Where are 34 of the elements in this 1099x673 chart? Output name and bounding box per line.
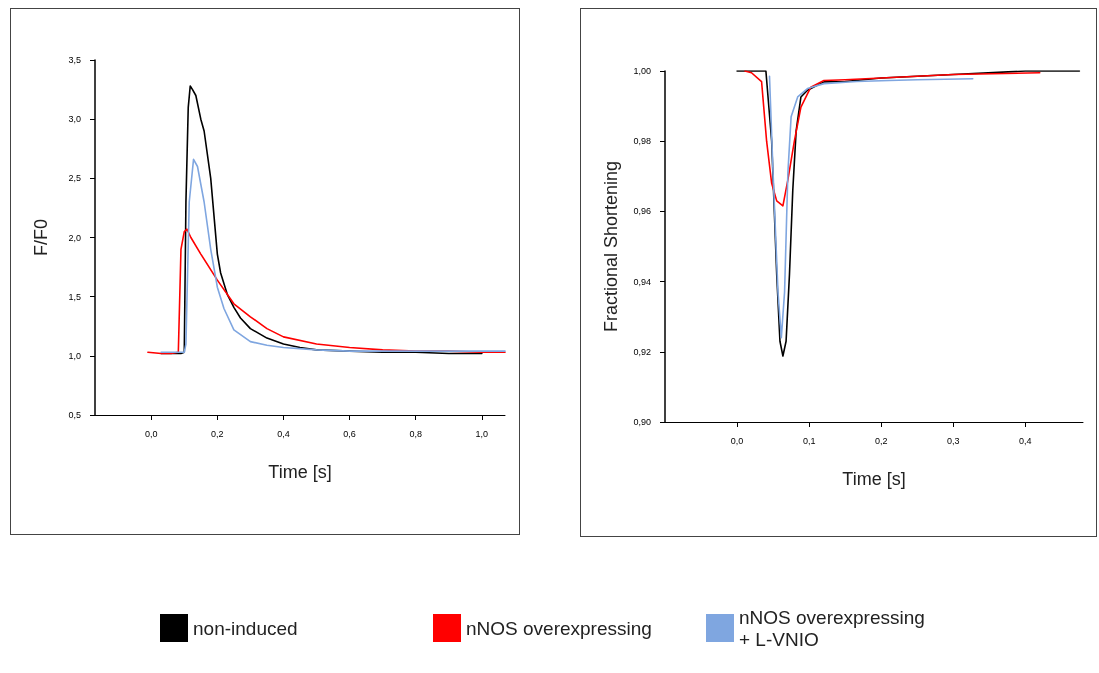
x-tick-label: 0,4	[1019, 435, 1032, 446]
y-tick-label: 3,5	[68, 55, 81, 65]
line-series	[768, 75, 974, 339]
x-axis-title: Time [s]	[842, 469, 906, 489]
legend-label: non-induced	[193, 617, 298, 639]
y-tick-label: 0,94	[633, 276, 651, 287]
y-tick-label: 2,5	[68, 173, 81, 184]
x-tick-label: 0,3	[947, 435, 960, 446]
x-tick-label: 0,4	[277, 428, 290, 439]
x-tick-label: 0,8	[409, 428, 422, 439]
legend-label: nNOS overexpressing	[466, 617, 652, 639]
y-tick-label: 1,00	[633, 66, 651, 76]
y-tick-label: 0,98	[633, 136, 651, 147]
x-tick-label: 0,6	[343, 428, 356, 439]
x-tick-label: 1,0	[475, 428, 489, 439]
y-tick-label: 0,92	[633, 346, 651, 357]
x-tick-label: 0,2	[211, 428, 224, 439]
y-tick-label: 1,0	[68, 350, 81, 361]
x-tick-label: 0,2	[874, 435, 888, 446]
x-tick-label: 0,0	[144, 428, 158, 439]
x-tick-label: 0,0	[730, 435, 744, 446]
line-series	[744, 70, 1041, 207]
y-tick-label: 0,90	[633, 417, 651, 427]
legend-label: nNOS overexpressing + L-VNIO	[739, 606, 931, 650]
line-series	[160, 158, 506, 354]
x-axis-title: Time [s]	[268, 462, 332, 482]
y-axis-title: Fractional Shortening	[601, 160, 621, 333]
y-tick-label: 2,0	[68, 232, 81, 243]
y-tick-label: 0,5	[68, 410, 81, 420]
y-axis-title: F/F0	[31, 218, 51, 257]
y-tick-label: 3,0	[68, 114, 81, 125]
x-tick-label: 0,1	[802, 435, 816, 446]
y-tick-label: 1,5	[68, 291, 81, 302]
y-tick-label: 0,96	[633, 206, 651, 217]
